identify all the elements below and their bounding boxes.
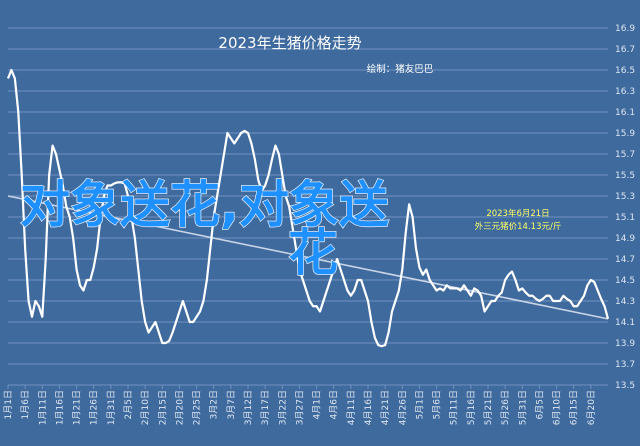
x-tick-label: 5月6日 (432, 390, 443, 419)
x-tick-label: 5月31日 (517, 390, 528, 425)
annotation-date: 2023年6月21日 (486, 208, 549, 219)
y-tick-label: 16.5 (615, 66, 635, 76)
x-tick-label: 1月6日 (20, 390, 31, 419)
x-tick-label: 4月6日 (329, 390, 340, 419)
y-tick-label: 15.3 (615, 192, 635, 202)
y-tick-label: 16.7 (615, 45, 635, 55)
x-tick-label: 4月26日 (397, 390, 408, 425)
y-tick-label: 14.1 (615, 318, 635, 328)
y-tick-label: 14.7 (615, 255, 635, 265)
x-tick-label: 3月22日 (277, 390, 288, 425)
x-tick-label: 6月15日 (569, 390, 580, 425)
y-tick-label: 13.5 (615, 381, 635, 391)
x-tick-label: 4月16日 (363, 390, 374, 425)
x-tick-label: 3月12日 (243, 390, 254, 425)
x-tick-label: 1月1日 (3, 390, 14, 419)
x-tick-label: 6月20日 (586, 390, 597, 425)
x-tick-label: 6月10日 (552, 390, 563, 425)
x-tick-label: 3月27日 (294, 390, 305, 425)
x-tick-label: 3月17日 (260, 390, 271, 425)
x-tick-label: 1月31日 (106, 390, 117, 425)
x-tick-label: 2月15日 (157, 390, 168, 425)
y-tick-label: 15.9 (615, 129, 635, 139)
y-tick-label: 13.9 (615, 339, 635, 349)
x-tick-label: 4月1日 (312, 390, 323, 419)
series-line (6, 68, 610, 348)
watermark-line-1: 对象送花,对象送 (20, 176, 389, 234)
y-tick-label: 14.5 (615, 276, 635, 286)
y-tick-label: 14.9 (615, 234, 635, 244)
y-tick-label: 15.5 (615, 171, 635, 181)
x-tick-label: 2月20日 (174, 390, 185, 425)
x-tick-label: 1月21日 (72, 390, 83, 425)
x-tick-label: 2月10日 (140, 390, 151, 425)
x-tick-label: 3月7日 (226, 390, 237, 419)
chart-subtitle: 绘制：猪友巴巴 (367, 63, 434, 75)
y-tick-label: 16.9 (615, 24, 635, 34)
watermark-line-2: 花 (288, 224, 338, 282)
x-tick-label: 4月21日 (380, 390, 391, 425)
x-tick-label: 4月11日 (346, 390, 357, 425)
y-tick-label: 16.3 (615, 87, 635, 97)
x-tick-label: 1月26日 (89, 390, 100, 425)
x-tick-label: 1月11日 (37, 390, 48, 425)
x-tick-label: 2月25日 (192, 390, 203, 425)
y-axis-ticks: 13.5 13.7 13.9 14.1 14.3 14.5 14.7 14.9 15.1 15.3… (615, 24, 635, 391)
x-tick-label: 3月2日 (209, 390, 220, 419)
chart-title: 2023年生猪价格走势 (218, 34, 361, 52)
x-axis-ticks: 1月1日 1月6日 1月11日 1月16日 1月21日 1月26日 1月31日 2月5日 2月1… (3, 385, 597, 425)
y-tick-label: 15.1 (615, 213, 635, 223)
x-tick-label: 5月11日 (449, 390, 460, 425)
y-tick-label: 16.1 (615, 108, 635, 118)
y-tick-label: 14.3 (615, 297, 635, 307)
x-tick-label: 5月26日 (500, 390, 511, 425)
trend-line (7, 195, 609, 320)
x-tick-label: 5月1日 (414, 390, 425, 419)
y-tick-label: 13.7 (615, 360, 635, 370)
x-tick-label: 2月5日 (123, 390, 134, 419)
x-tick-label: 5月16日 (466, 390, 477, 425)
y-tick-label: 15.7 (615, 150, 635, 160)
x-tick-label: 5月21日 (483, 390, 494, 425)
annotation-price: 外三元猪价14.13元/斤 (475, 221, 562, 232)
x-tick-label: 6月5日 (534, 390, 545, 419)
x-tick-label: 1月16日 (54, 390, 65, 425)
